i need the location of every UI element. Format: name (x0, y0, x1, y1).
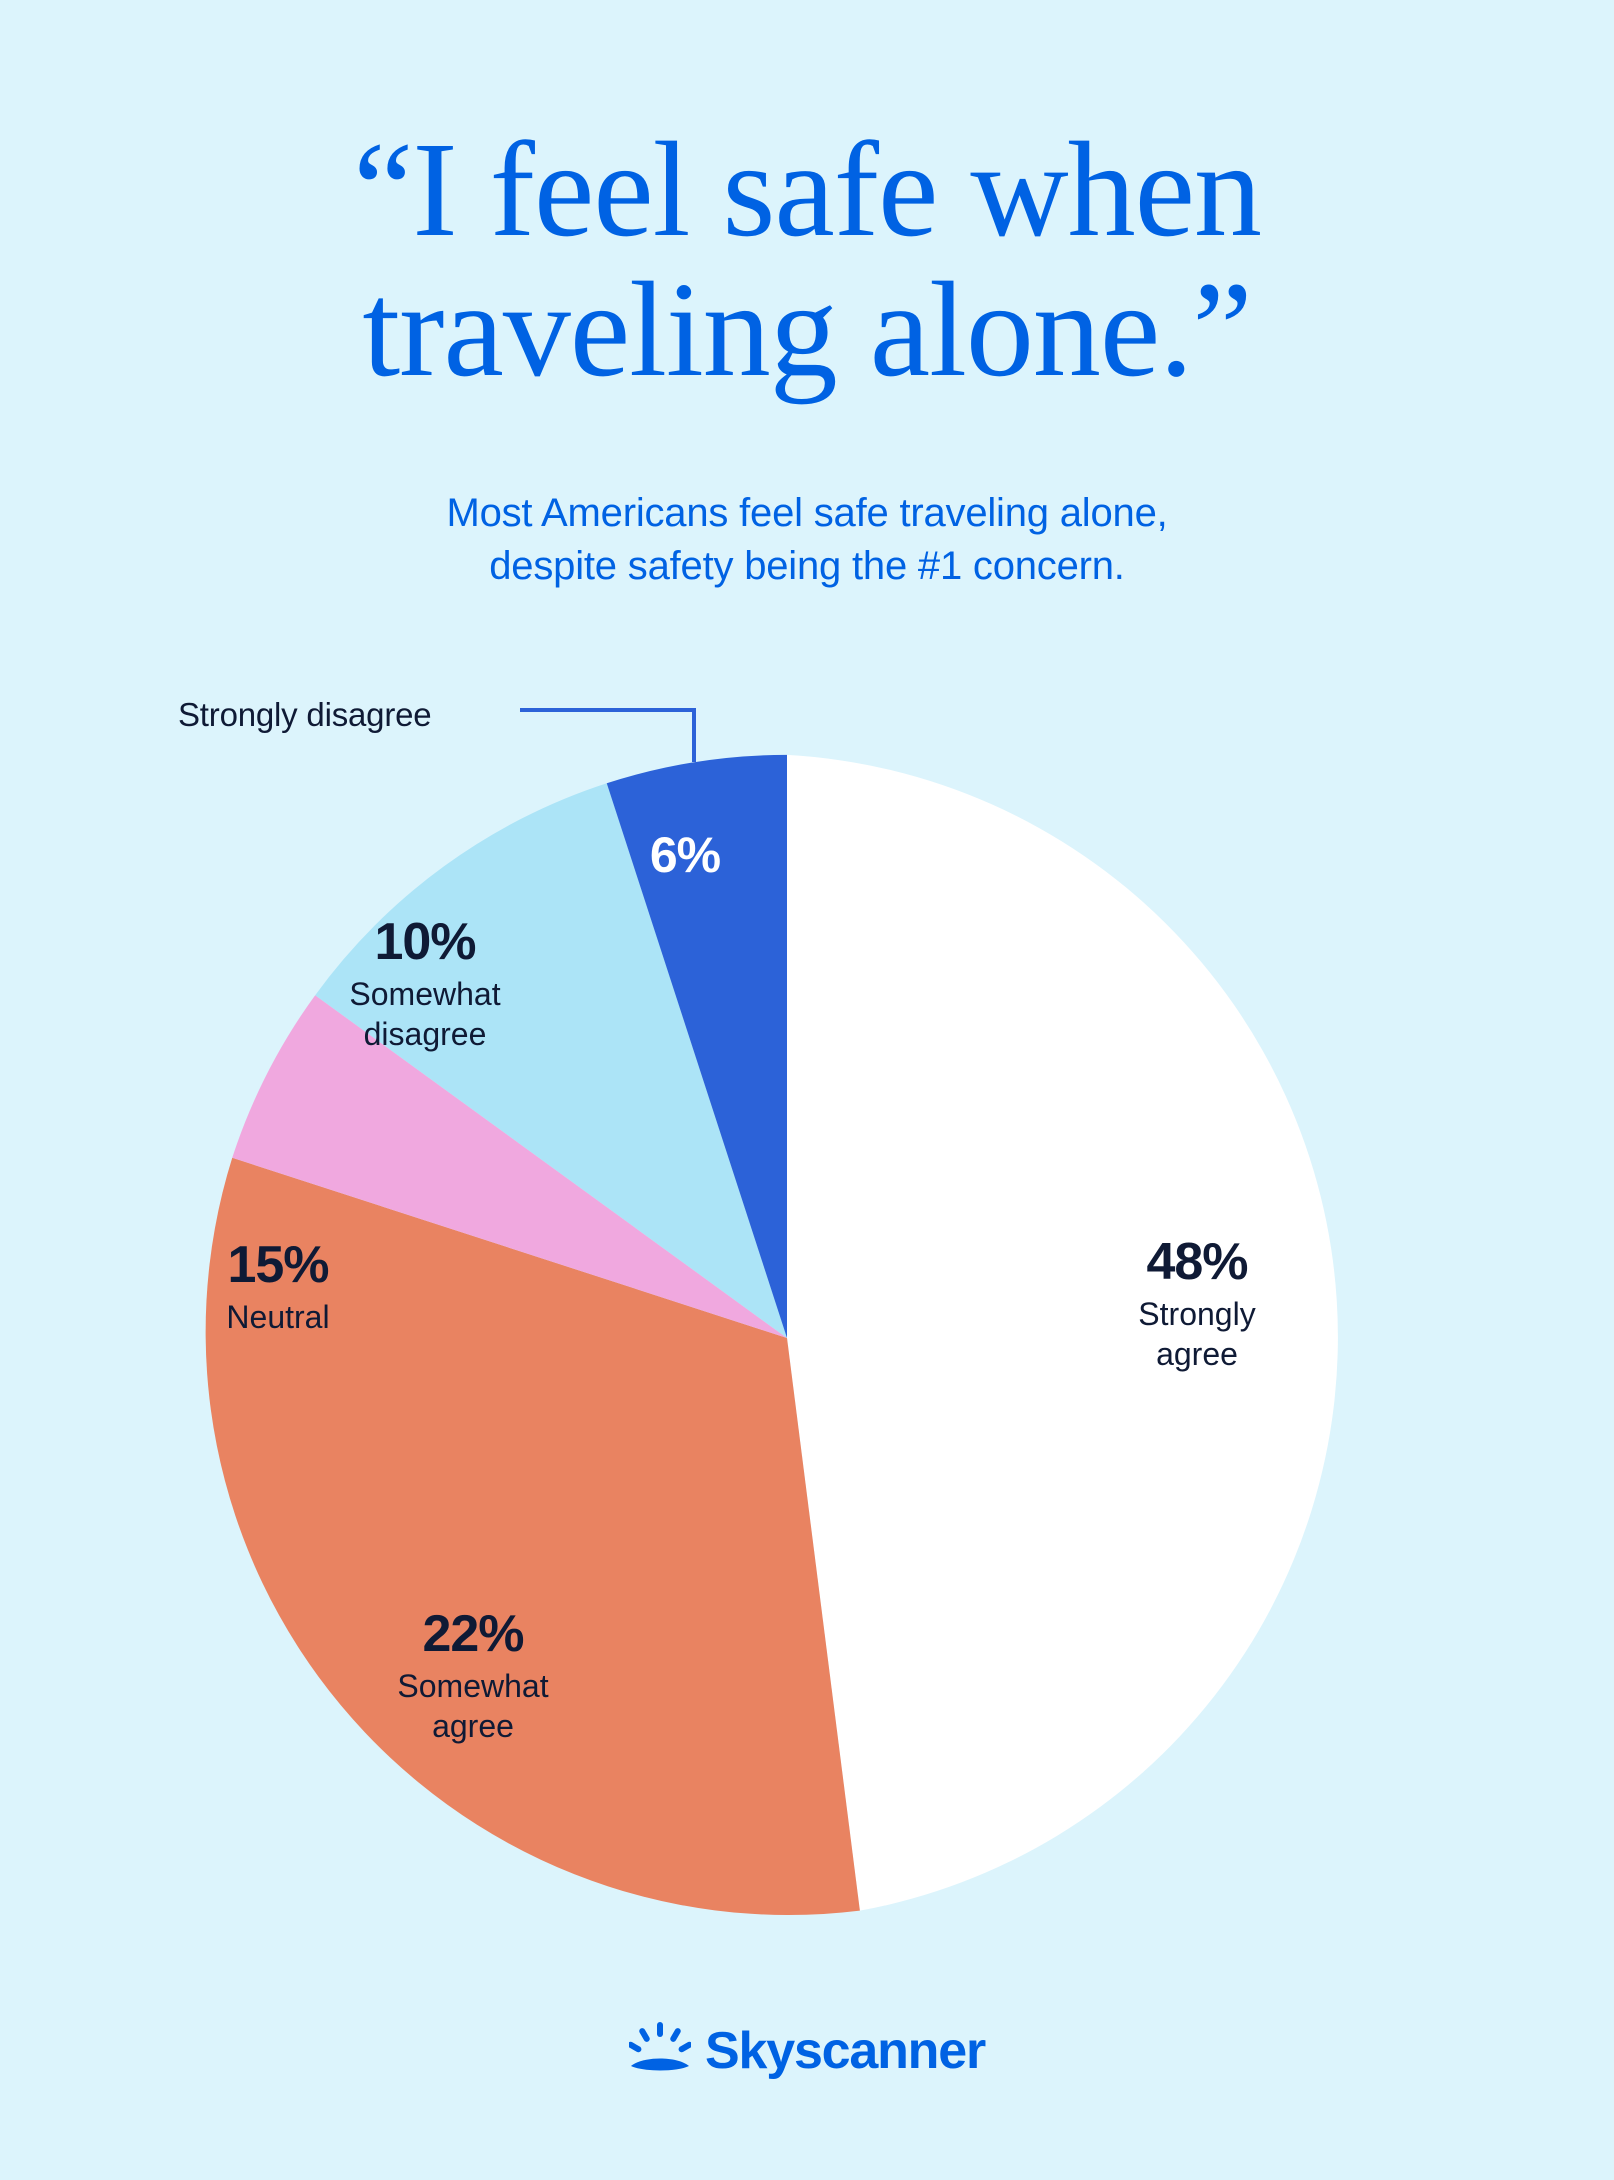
brand-name: Skyscanner (705, 2022, 986, 2080)
slice-value-strongly-disagree: 6% (649, 827, 721, 883)
page-subtitle-line-2: despite safety being the #1 concern. (489, 543, 1125, 588)
slice-label-somewhat-disagree: 10% Somewhat disagree (305, 912, 545, 1053)
slice-value-somewhat-agree: 22% (422, 1605, 524, 1663)
slice-name-strongly-agree-2: agree (1156, 1336, 1238, 1373)
slice-name-somewhat-disagree-2: disagree (363, 1016, 487, 1053)
pie-slice-somewhat-disagree (315, 783, 787, 1338)
slice-label-strongly-agree: 48% Strongly agree (1072, 1232, 1322, 1373)
slice-name-neutral: Neutral (226, 1299, 330, 1335)
page-subtitle: Most Americans feel safe traveling alone… (0, 487, 1614, 593)
callout-label-strongly-disagree: Strongly disagree (178, 696, 432, 733)
slice-name-somewhat-agree-2: agree (432, 1708, 514, 1745)
pie-slice-strongly-disagree (606, 754, 787, 1338)
skyscanner-sun-icon (629, 2022, 692, 2071)
brand-logo: Skyscanner (0, 2022, 1614, 2080)
pie-chart (196, 747, 1378, 1929)
slice-label-somewhat-agree: 22% Somewhat agree (348, 1604, 598, 1745)
slice-value-neutral: 15% (227, 1236, 329, 1294)
slice-name-somewhat-disagree-1: Somewhat (349, 976, 501, 1012)
slice-name-somewhat-agree-1: Somewhat (397, 1668, 549, 1704)
slice-value-strongly-agree: 48% (1146, 1233, 1248, 1291)
page-subtitle-line-1: Most Americans feel safe traveling alone… (446, 491, 1168, 535)
slice-name-strongly-agree-1: Strongly (1138, 1296, 1256, 1332)
page-title-line-1: “I feel safe when (353, 115, 1262, 265)
pie-slice-neutral (232, 995, 788, 1338)
page-title: “I feel safe when traveling alone.” (0, 122, 1614, 398)
slice-value-somewhat-disagree: 10% (374, 913, 476, 971)
page-title-line-2: traveling alone.” (362, 255, 1252, 405)
pie-slice-strongly-agree (787, 754, 1338, 1911)
slice-label-neutral: 15% Neutral (168, 1235, 388, 1335)
slice-label-strongly-disagree: 6% (600, 826, 770, 884)
pie-chart-svg (205, 754, 1338, 1916)
pie-slice-somewhat-agree (205, 1157, 860, 1916)
